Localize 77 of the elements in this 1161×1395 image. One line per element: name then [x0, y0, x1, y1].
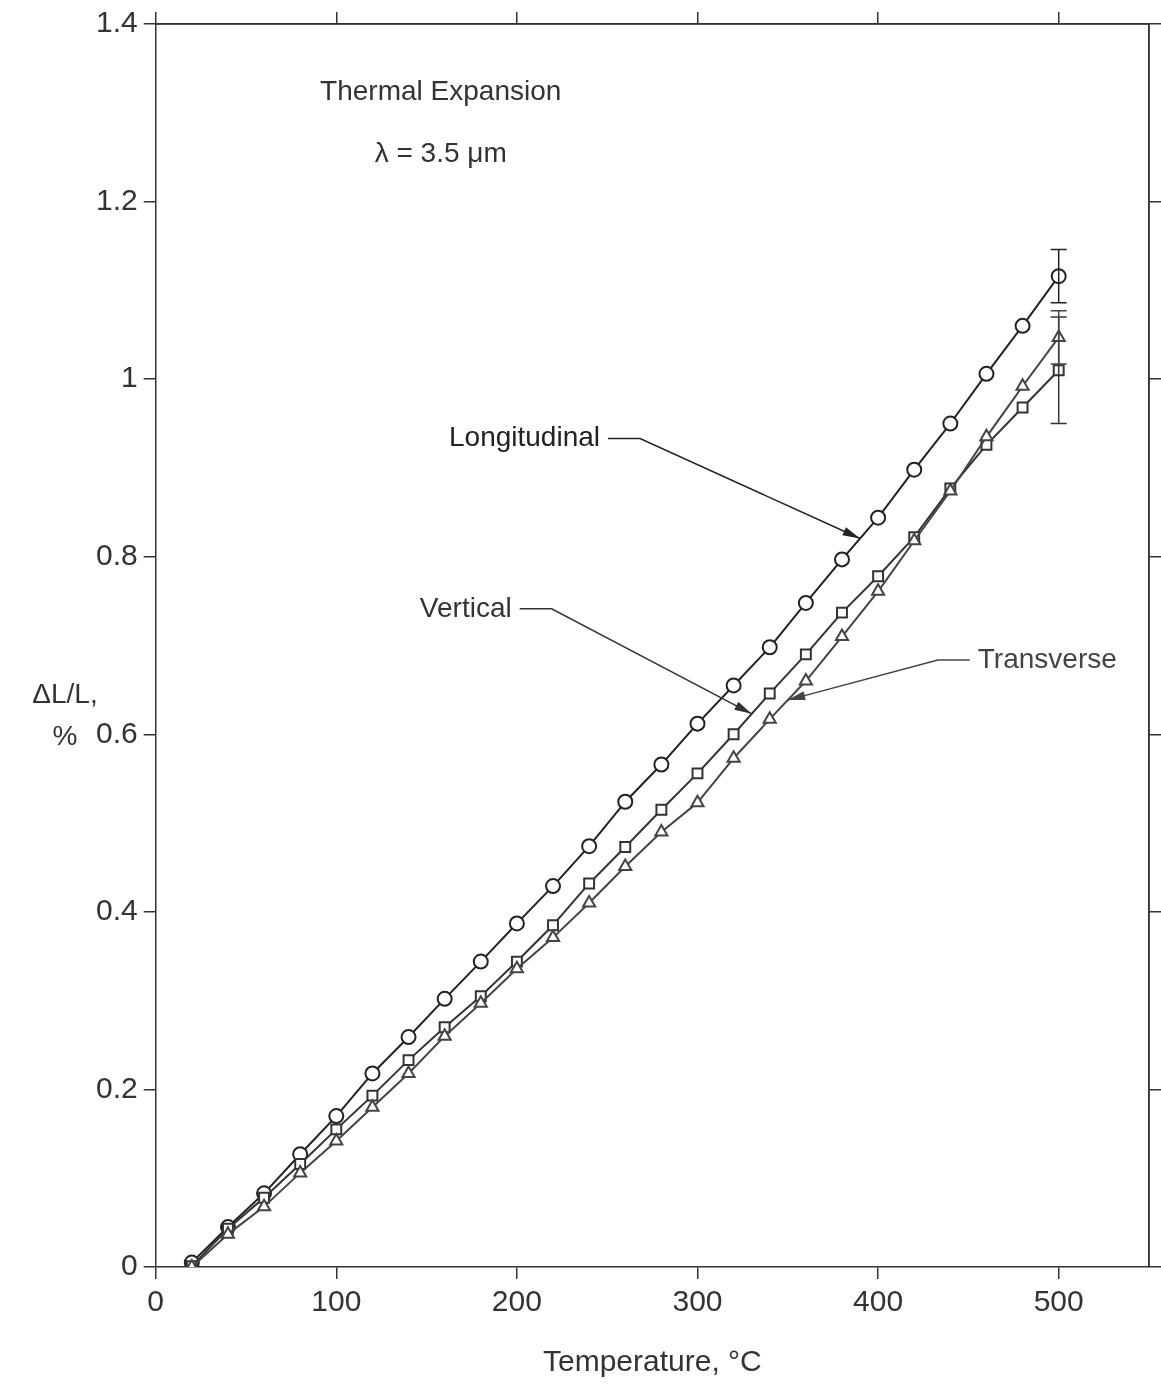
point [509, 960, 524, 974]
point [727, 728, 740, 741]
point [799, 648, 812, 661]
point [545, 929, 561, 943]
point [653, 756, 670, 773]
point [402, 1054, 415, 1067]
point [762, 711, 777, 724]
y-tick-label: 0.6 [95, 715, 138, 749]
point [508, 915, 525, 932]
point [436, 990, 453, 1007]
point [582, 894, 597, 908]
x-tick-label: 200 [491, 1284, 542, 1318]
x-tick-label: 100 [311, 1284, 362, 1318]
point [437, 1028, 452, 1041]
point [617, 793, 634, 810]
point [836, 606, 848, 619]
point [1015, 378, 1030, 391]
x-tick-label: 400 [853, 1284, 904, 1318]
y-tick-label: 0 [121, 1248, 138, 1282]
x-axis-title: Temperature, °C [542, 1344, 762, 1378]
point [330, 1123, 343, 1136]
point [1016, 401, 1029, 414]
y-tick-label: 1.2 [95, 182, 138, 216]
point [691, 767, 704, 780]
x-tick-label: 300 [672, 1284, 723, 1318]
text: Longitudinal [449, 421, 601, 453]
y-tick-label: 0.2 [95, 1070, 138, 1104]
y-tick-label: 1 [121, 360, 138, 394]
point [834, 628, 850, 642]
y-tick-label: 0.4 [95, 893, 138, 927]
point [400, 1029, 417, 1046]
point [328, 1108, 345, 1125]
point [797, 594, 814, 611]
point [872, 570, 885, 583]
point [581, 838, 598, 855]
point [689, 715, 706, 732]
y-axis-title: ΔL/L, % [32, 677, 98, 751]
x-tick-label: 500 [1033, 1284, 1084, 1318]
point [978, 365, 995, 382]
x-tick-label: 0 [147, 1284, 165, 1318]
point [833, 551, 850, 568]
point [583, 877, 596, 890]
y-tick-label: 1.4 [95, 5, 138, 39]
point [725, 677, 742, 694]
point [618, 858, 633, 872]
point [547, 919, 559, 932]
point [472, 953, 489, 970]
point [619, 841, 632, 853]
annotation: λ = 3.5 μm [374, 136, 507, 168]
point [293, 1164, 308, 1178]
point [1050, 268, 1067, 285]
point [979, 428, 994, 442]
point [329, 1132, 344, 1146]
point [401, 1065, 416, 1078]
annotation: Thermal Expansion [320, 74, 562, 106]
text: Vertical [419, 591, 512, 623]
point [365, 1099, 380, 1112]
point [220, 1226, 236, 1239]
point [870, 509, 887, 526]
point [1014, 317, 1031, 334]
point [654, 823, 669, 837]
point [257, 1198, 272, 1212]
text: Transverse [977, 642, 1117, 674]
point [364, 1065, 381, 1082]
point [763, 687, 776, 700]
point [690, 794, 705, 808]
point [545, 878, 562, 895]
point [366, 1089, 379, 1102]
point [906, 461, 923, 478]
point [726, 750, 741, 763]
point [942, 415, 959, 432]
point [798, 673, 813, 686]
point [871, 583, 886, 596]
point [761, 639, 778, 656]
y-tick-label: 0.8 [95, 537, 138, 571]
point [473, 995, 488, 1008]
point [655, 803, 668, 816]
